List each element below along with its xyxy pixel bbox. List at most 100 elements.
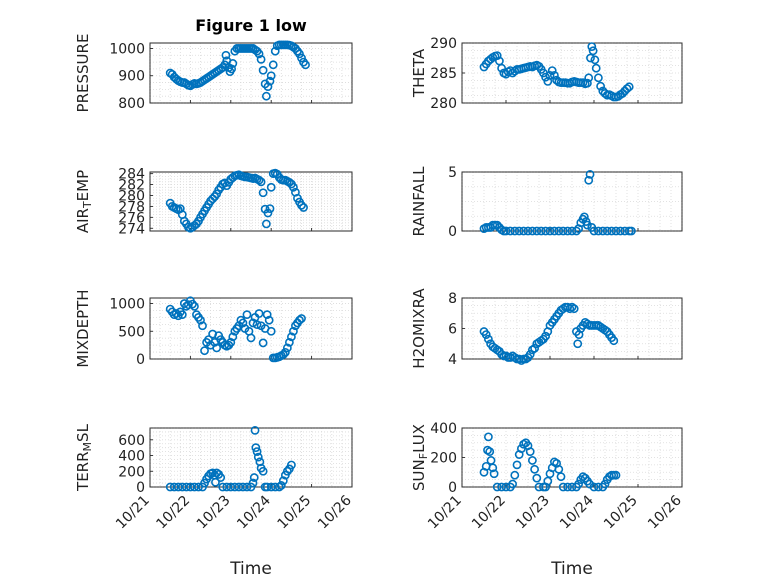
data-point [173,482,183,492]
data-point [208,468,218,478]
subplot-mixdepth: 0 500 1000 MIXDEPTH [74,289,353,368]
data-point [574,479,583,489]
data-point [589,482,599,492]
axes-border [149,297,353,360]
x-tick-label: 10/23 [194,493,234,533]
data-point [177,482,187,492]
y-tick-label: 400 [430,421,457,437]
x-tick-label: 10/26 [645,492,685,532]
figure-title: Figure 1 low [195,16,307,35]
data-point [242,310,252,320]
data-point [226,337,236,347]
data-point [165,482,175,492]
data-point [230,482,240,492]
data-point [489,469,499,479]
data-point [611,226,621,236]
data-points [165,168,308,233]
data-point [501,226,511,236]
data-points [479,432,621,492]
data-point [251,443,261,453]
data-point [301,60,310,70]
data-point [558,482,568,492]
data-point [250,425,260,435]
data-point [627,226,636,236]
data-points [479,169,636,236]
x-tick-label: 10/24 [234,492,274,532]
data-point [530,464,539,474]
data-point [268,60,278,70]
y-tick-label: 278 [118,199,145,215]
data-point [505,226,515,236]
data-point [261,219,271,229]
data-point [483,432,493,442]
y-tick-label: 500 [118,324,145,340]
data-point [297,314,306,323]
x-tick-label: 10/24 [557,492,597,532]
data-point [547,66,557,75]
data-point [221,50,231,60]
data-point [586,53,595,63]
data-point [569,304,579,314]
x-tick-label: 10/25 [601,493,641,533]
y-tick-label: 5 [448,165,457,181]
axes-border [149,171,353,232]
y-tick-label: 280 [430,96,457,112]
data-point [194,482,203,492]
data-point [248,318,258,328]
data-point [530,343,539,353]
data-point [488,463,498,473]
data-point [589,226,599,236]
data-point [556,472,566,482]
data-point [545,226,555,236]
data-point [216,473,226,482]
y-tick-label: 284 [118,167,145,183]
data-point [177,310,187,320]
data-point [587,42,597,51]
x-axis-label: Time [229,559,272,579]
data-point [258,466,268,476]
data-point [579,212,589,222]
data-point [611,470,621,480]
data-point [249,473,259,482]
data-point [171,309,181,318]
data-point [248,478,258,488]
data-point [563,226,572,236]
data-point [262,310,272,320]
y-tick-label: 600 [118,433,145,449]
data-point [256,54,266,64]
data-points [165,40,310,101]
data-point [264,315,274,325]
data-point [624,82,634,92]
data-point [254,49,264,59]
data-point [508,479,517,489]
x-tick-label: 10/26 [315,492,355,532]
y-tick-label: 0 [136,480,145,496]
data-point [246,333,256,343]
data-point [252,447,262,456]
data-point [528,226,537,236]
data-point [284,337,294,347]
data-point [554,226,564,236]
y-tick-label: 290 [430,36,457,52]
data-point [532,226,542,236]
data-point [262,482,272,492]
y-tick-label: 274 [118,221,145,237]
data-point [573,339,583,349]
data-point [528,456,537,465]
data-point [596,81,605,91]
data-point [289,326,298,336]
y-axis-label: THETA [410,48,428,98]
y-tick-label: 900 [118,69,145,85]
y-tick-label: 276 [118,210,145,226]
y-axis-label: PRESSURE [74,34,92,113]
data-point [254,175,264,185]
data-point [266,182,276,192]
data-point [278,476,288,486]
data-point [256,177,266,187]
data-points [165,425,296,492]
y-tick-label: 0 [448,480,457,496]
data-point [299,203,308,212]
y-tick-label: 800 [118,96,145,112]
